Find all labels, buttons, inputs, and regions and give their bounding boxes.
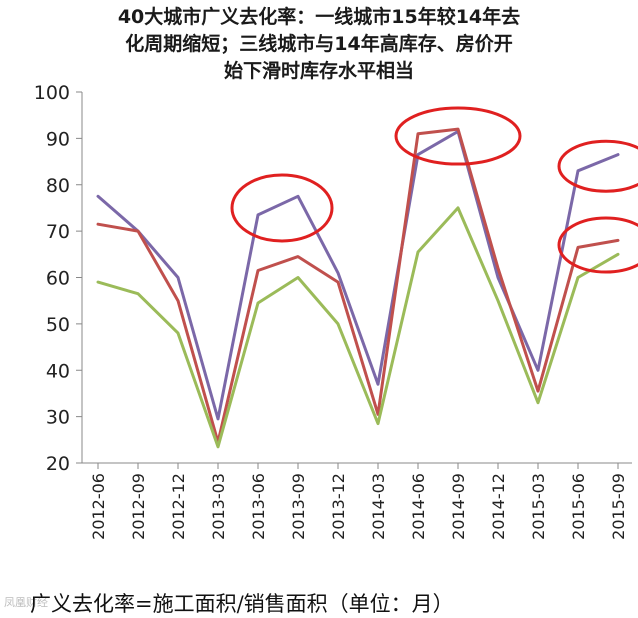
x-tick-label: 2014-12 bbox=[489, 473, 508, 540]
series-line-2 bbox=[96, 127, 620, 444]
x-tick-label: 2015-09 bbox=[609, 473, 628, 540]
series-line-1 bbox=[96, 129, 620, 421]
y-tick-label: 90 bbox=[46, 128, 70, 150]
x-tick-label: 2012-06 bbox=[89, 473, 108, 540]
y-tick-label: 50 bbox=[46, 314, 70, 336]
x-tick-label: 2012-12 bbox=[169, 473, 188, 540]
chart-title-line-3: 始下滑时库存水平相当 bbox=[223, 60, 414, 82]
x-tick-label: 2013-06 bbox=[249, 473, 268, 540]
x-tick-label: 2013-03 bbox=[209, 473, 228, 540]
highlight-ellipse-2 bbox=[394, 106, 522, 166]
series-line-3 bbox=[96, 206, 620, 449]
x-tick-label: 2014-09 bbox=[449, 473, 468, 540]
chart-title: 40大城市广义去化率：一线城市15年较14年去 化周期缩短；三线城市与14年高库… bbox=[0, 4, 638, 85]
x-tick-label: 2014-03 bbox=[369, 473, 388, 540]
y-tick-label: 80 bbox=[46, 175, 70, 197]
y-tick-label: 40 bbox=[46, 360, 70, 382]
chart-title-line-2: 化周期缩短；三线城市与14年高库存、房价开 bbox=[125, 33, 513, 55]
footnote: 广义去化率=施工面积/销售面积（单位：月） bbox=[30, 592, 454, 616]
highlight-ellipse-4 bbox=[557, 216, 638, 274]
y-tick-label: 20 bbox=[46, 453, 70, 475]
x-tick-label: 2013-12 bbox=[329, 473, 348, 540]
x-tick-label: 2013-09 bbox=[289, 473, 308, 540]
y-tick-label: 30 bbox=[46, 407, 70, 429]
y-tick-label: 100 bbox=[34, 82, 70, 104]
watermark: 凤凰财经 bbox=[4, 596, 48, 609]
x-tick-label: 2014-06 bbox=[409, 473, 428, 540]
highlight-ellipse-3 bbox=[557, 139, 638, 193]
chart-title-line-1: 40大城市广义去化率：一线城市15年较14年去 bbox=[117, 6, 521, 28]
x-tick-label: 2015-06 bbox=[569, 473, 588, 540]
x-tick-label: 2012-09 bbox=[129, 473, 148, 540]
y-tick-label: 60 bbox=[46, 268, 70, 290]
y-tick-label: 70 bbox=[46, 221, 70, 243]
highlight-ellipse-1 bbox=[230, 173, 334, 243]
x-tick-label: 2015-03 bbox=[529, 473, 548, 540]
